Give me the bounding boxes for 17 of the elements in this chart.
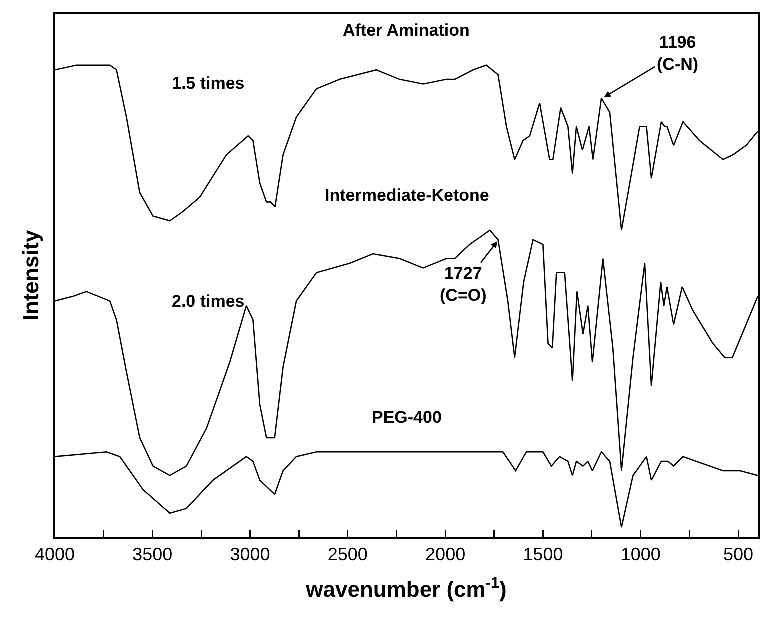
x-tick-label: 2500 <box>328 544 368 565</box>
x-tick-label: 3000 <box>230 544 270 565</box>
x-tick-label: 4000 <box>34 544 76 565</box>
y-axis-title: Intensity <box>18 230 44 321</box>
series-label: After Amination <box>343 21 470 40</box>
x-tick-label: 1500 <box>523 544 564 565</box>
series-label: PEG-400 <box>372 408 442 427</box>
x-tick-label: 1000 <box>620 544 661 565</box>
annotation: 1727 (C=O) <box>440 264 487 306</box>
annotation: 1.5 times <box>172 74 245 93</box>
annotation: 2.0 times <box>172 292 245 311</box>
x-tick-label: 2000 <box>426 544 466 565</box>
x-tick-label: 500 <box>723 544 754 565</box>
x-tick-label: 3500 <box>132 544 173 565</box>
x-axis-title: wavenumber (cm$^{-1}$) <box>305 574 507 602</box>
annotation: 1196 (C-N) <box>657 33 699 74</box>
series-label: Intermediate-Ketone <box>325 186 490 205</box>
